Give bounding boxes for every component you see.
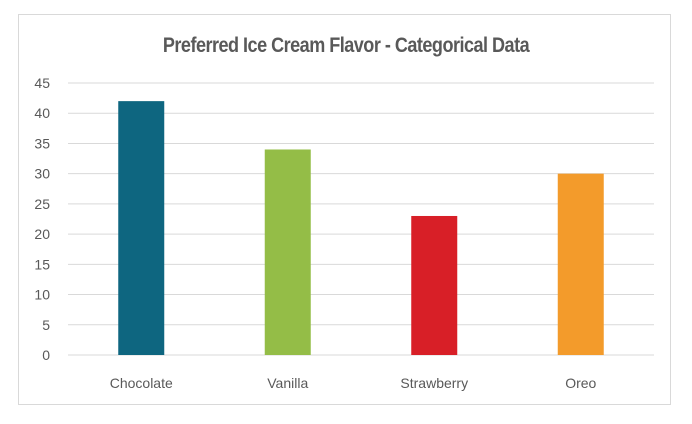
bar-chocolate [118,101,165,355]
y-tick-label: 0 [42,347,50,363]
x-tick-label-vanilla: Vanilla [267,375,308,391]
bar-strawberry [411,215,458,355]
x-tick-label-oreo: Oreo [565,375,596,391]
y-tick-label: 20 [34,226,50,242]
x-tick-label-chocolate: Chocolate [110,375,173,391]
bar-vanilla [264,149,311,355]
chart-title: Preferred Ice Cream Flavor - Categorical… [162,34,530,57]
y-tick-label: 15 [34,256,50,272]
x-tick-label-strawberry: Strawberry [400,375,468,391]
y-tick-label: 35 [34,135,50,151]
y-tick-label: 30 [34,166,50,182]
y-tick-label: 5 [42,317,50,333]
y-tick-label: 45 [34,75,50,91]
y-tick-label: 10 [34,287,50,303]
y-axis-tick-labels: 0 5 10 15 20 25 30 35 40 45 [34,75,50,363]
bars [118,101,604,355]
bar-oreo [557,173,604,355]
gridlines [68,82,654,356]
x-axis-tick-labels: Chocolate Vanilla Strawberry Oreo [110,375,597,391]
y-tick-label: 40 [34,105,50,121]
y-tick-label: 25 [34,196,50,212]
